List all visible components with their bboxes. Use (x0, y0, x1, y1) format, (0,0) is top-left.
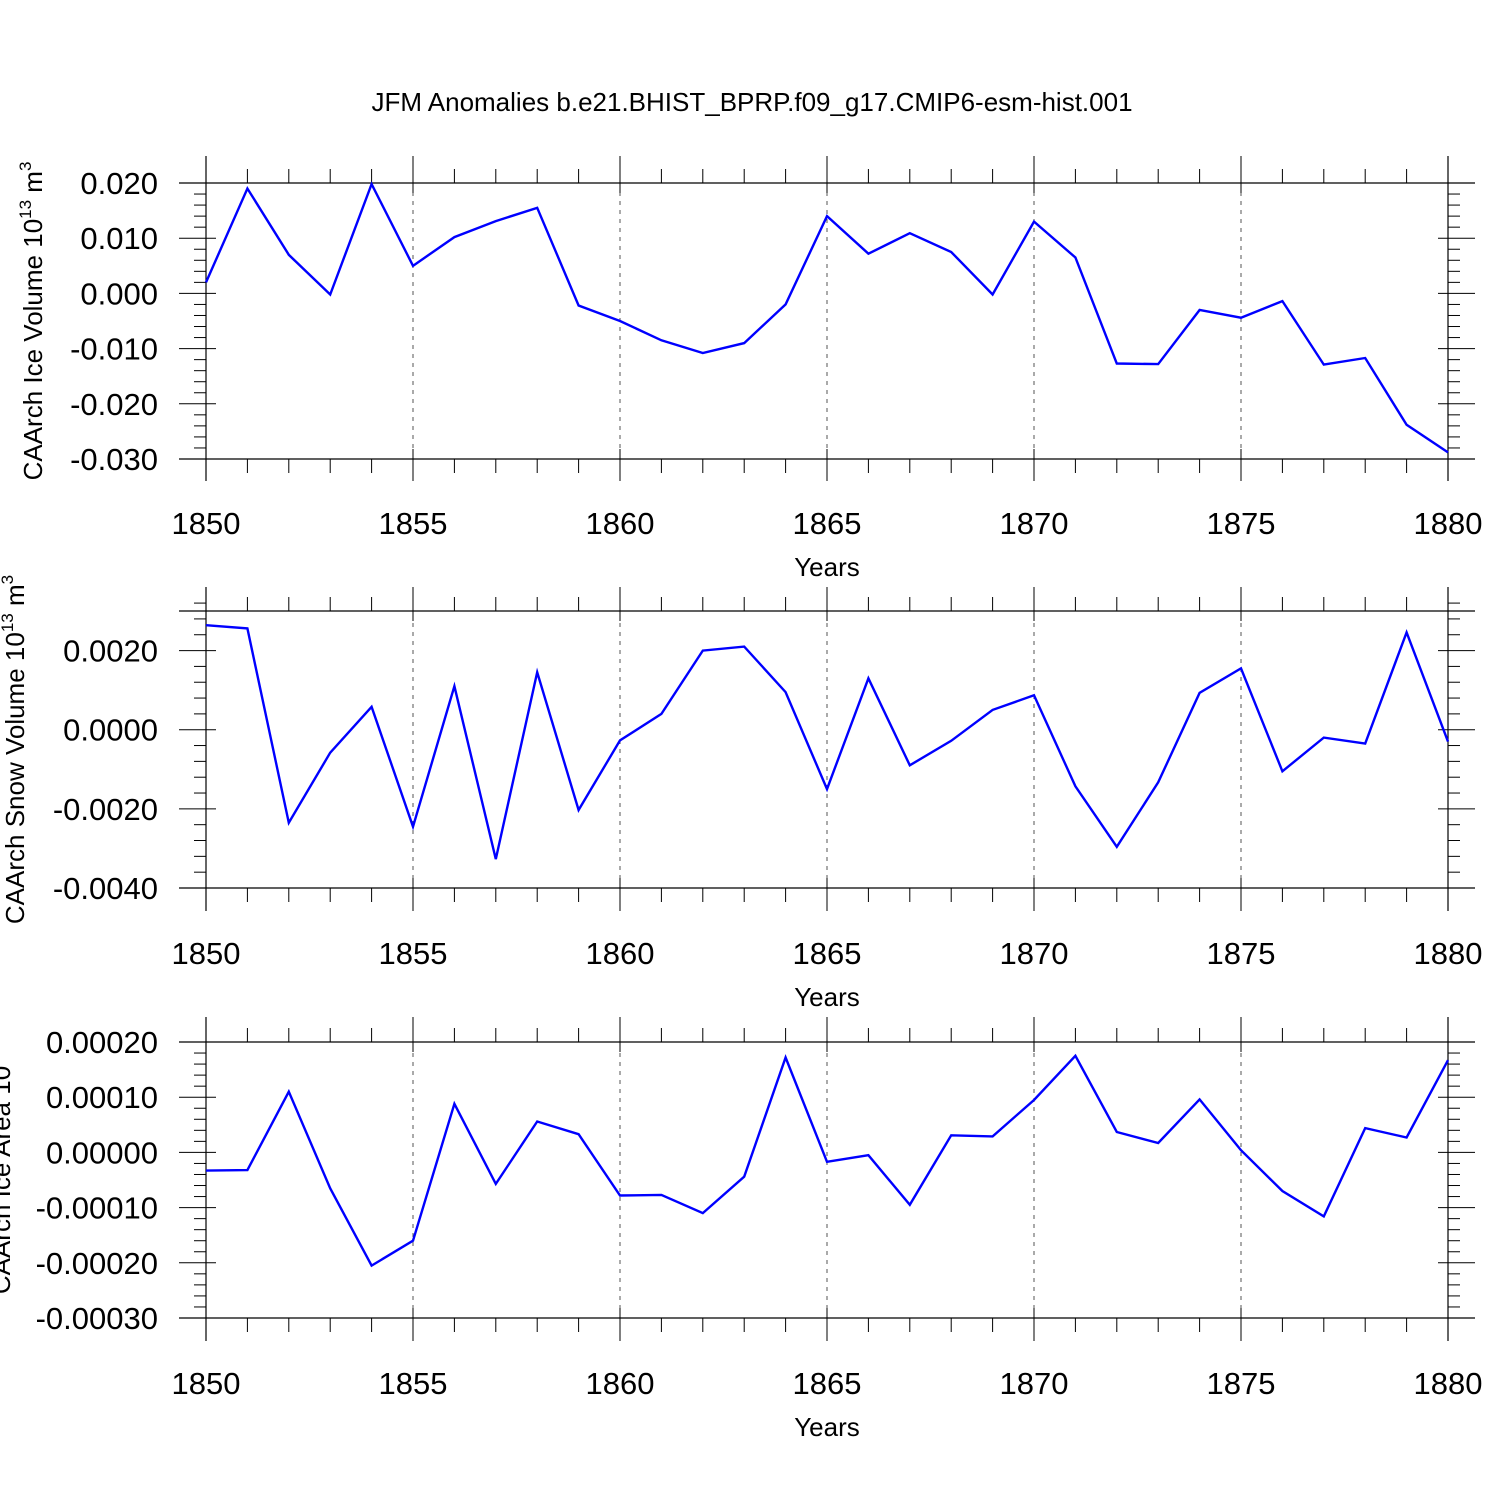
label-clip-mask (0, 1000, 30, 1030)
x-tick-label: 1870 (1000, 506, 1069, 541)
x-tick-label: 1880 (1414, 936, 1483, 971)
y-axis-title-main: CAArch Ice Area 10 (0, 1066, 16, 1294)
x-tick-label: 1860 (586, 936, 655, 971)
x-tick-label: 1860 (586, 506, 655, 541)
x-tick-label: 1870 (1000, 1366, 1069, 1401)
y-tick-label: 0.0000 (63, 713, 158, 748)
x-tick-label: 1875 (1207, 506, 1276, 541)
y-axis-title-exponent: 13 (0, 613, 17, 632)
x-axis-title: Years (794, 1412, 860, 1442)
y-axis-title-main: CAArch Snow Volume 10 (0, 632, 30, 924)
x-tick-label: 1880 (1414, 506, 1483, 541)
y-tick-label: -0.0040 (53, 871, 158, 906)
y-tick-label: -0.030 (70, 442, 158, 477)
x-tick-label: 1850 (172, 506, 241, 541)
y-tick-label: 0.00000 (46, 1135, 158, 1170)
y-tick-label: -0.00010 (36, 1191, 158, 1226)
y-tick-label: -0.020 (70, 387, 158, 422)
x-tick-label: 1850 (172, 936, 241, 971)
x-tick-label: 1875 (1207, 936, 1276, 971)
x-axis-title: Years (794, 982, 860, 1012)
x-tick-label: 1850 (172, 1366, 241, 1401)
panel-2: 0.0020 0.0000 -0.0020 -0.0040 1850 1855 1860 18… (0, 575, 1482, 1012)
x-tick-label: 1860 (586, 1366, 655, 1401)
x-tick-label: 1865 (793, 1366, 862, 1401)
y-axis-title-exponent: 13 (16, 200, 35, 219)
y-axis-title: CAArch Ice Volume 1013 m3 (16, 162, 48, 481)
x-tick-label: 1855 (379, 936, 448, 971)
x-tick-label: 1880 (1414, 1366, 1483, 1401)
y-tick-label: 0.0020 (63, 634, 158, 669)
y-tick-label: -0.010 (70, 332, 158, 367)
y-axis-title-unit: m (0, 584, 30, 613)
y-axis-title: CAArch Snow Volume 1013 m3 (0, 575, 30, 924)
y-tick-label: -0.0020 (53, 792, 158, 827)
x-tick-label: 1865 (793, 506, 862, 541)
x-tick-label: 1865 (793, 936, 862, 971)
x-tick-label: 1870 (1000, 936, 1069, 971)
y-axis-title: CAArch Ice Area 10 (0, 1066, 16, 1294)
y-tick-label: 0.010 (80, 221, 158, 256)
y-axis-title-unit-exponent: 3 (16, 162, 35, 171)
y-axis-title-unit: m (18, 171, 48, 200)
panel-3: 0.00020 0.00010 0.00000 -0.00010 -0.00020 -0.… (0, 1017, 1482, 1442)
x-axis-title: Years (794, 552, 860, 582)
figure-title: JFM Anomalies b.e21.BHIST_BPRP.f09_g17.C… (371, 87, 1132, 117)
panel-1: 0.020 0.010 0.000 -0.010 -0.020 -0.030 1850 185… (16, 156, 1482, 582)
x-tick-label: 1855 (379, 506, 448, 541)
y-tick-label: 0.000 (80, 276, 158, 311)
y-tick-label: 0.00020 (46, 1025, 158, 1060)
y-tick-label: -0.00020 (36, 1246, 158, 1281)
y-axis-title-main: CAArch Ice Volume 10 (18, 219, 48, 481)
y-tick-label: 0.00010 (46, 1080, 158, 1115)
x-tick-label: 1855 (379, 1366, 448, 1401)
y-tick-label: 0.020 (80, 166, 158, 201)
x-tick-label: 1875 (1207, 1366, 1276, 1401)
y-axis-title-unit-exponent: 3 (0, 575, 17, 584)
y-tick-label: -0.00030 (36, 1301, 158, 1336)
